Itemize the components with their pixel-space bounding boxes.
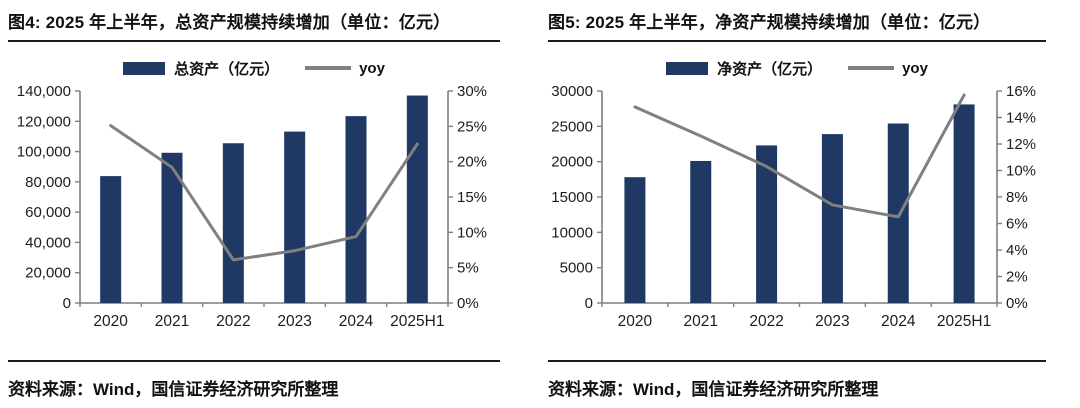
- axis-tick-label: 30%: [457, 83, 487, 100]
- axis-tick-label: 2025H1: [937, 313, 991, 330]
- line-legend-swatch: [305, 66, 352, 70]
- axis-tick-label: 2%: [1006, 269, 1028, 286]
- bar-2022: [222, 143, 244, 303]
- figure4-legend: 总资产（亿元） yoy: [8, 57, 500, 79]
- bar-2025H1: [953, 104, 975, 303]
- axis-tick-label: 0: [63, 295, 71, 312]
- axis-tick-label: 15%: [457, 189, 487, 206]
- axis-tick-label: 10%: [457, 224, 487, 241]
- figure5-panel: 图5: 2025 年上半年，净资产规模持续增加（单位：亿元） 净资产（亿元） y…: [548, 6, 1046, 400]
- axis-tick-label: 2024: [339, 313, 374, 330]
- bar-2021: [690, 160, 712, 303]
- legend-line-label: yoy: [902, 59, 928, 77]
- line-legend-swatch: [848, 66, 895, 70]
- axis-tick-label: 20%: [457, 154, 487, 171]
- figure5-title: 图5: 2025 年上半年，净资产规模持续增加（单位：亿元）: [548, 6, 1046, 42]
- axis-tick-label: 20000: [551, 154, 593, 171]
- bar-2022: [756, 145, 778, 303]
- axis-tick-label: 25000: [551, 118, 593, 135]
- bar-2023: [821, 134, 843, 303]
- axis-tick-label: 5%: [457, 260, 479, 277]
- axis-tick-label: 40,000: [25, 234, 71, 251]
- axis-tick-label: 10%: [1006, 163, 1036, 180]
- axis-tick-label: 2023: [277, 313, 311, 330]
- axis-tick-label: 2023: [815, 313, 849, 330]
- bar-2024: [887, 123, 909, 303]
- figure5-legend: 净资产（亿元） yoy: [548, 57, 1046, 79]
- legend-bar-label: 总资产（亿元）: [174, 60, 280, 78]
- bar-2025H1: [406, 95, 428, 304]
- figure4-title: 图4: 2025 年上半年，总资产规模持续增加（单位：亿元）: [8, 6, 500, 42]
- axis-tick-label: 20,000: [25, 265, 71, 282]
- figure5-source: 资料来源：Wind，国信证券经济研究所整理: [548, 360, 1046, 400]
- axis-tick-label: 8%: [1006, 189, 1028, 206]
- axis-tick-label: 15000: [551, 189, 593, 206]
- figure4-chart: 0 20,000 40,000 60,000 80,000 100,000 120,000 1…: [17, 83, 487, 330]
- axis-tick-label: 6%: [1006, 216, 1028, 233]
- axis-tick-label: 2025H1: [390, 313, 444, 330]
- bar-legend-swatch: [666, 61, 709, 75]
- axis-tick-label: 120,000: [17, 113, 71, 130]
- axis-tick-label: 0: [585, 295, 593, 312]
- axis-tick-label: 140,000: [17, 83, 71, 100]
- figure5-chart: 0 5000 10000 15000 20000 25000 30000 0% 2% 4% 6% 8%…: [551, 83, 1036, 330]
- axis-tick-label: 2021: [684, 313, 718, 330]
- bar-2021: [161, 152, 183, 303]
- yoy-line: [109, 124, 419, 262]
- axis-tick-label: 0%: [1006, 295, 1028, 312]
- axis-tick-label: 80,000: [25, 174, 71, 191]
- bar-2024: [345, 116, 367, 303]
- yoy-line: [633, 93, 966, 219]
- axis-tick-label: 0%: [457, 295, 479, 312]
- axis-tick-label: 60,000: [25, 204, 71, 221]
- figure4-source: 资料来源：Wind，国信证券经济研究所整理: [8, 360, 500, 400]
- axis-tick-label: 2021: [155, 313, 189, 330]
- bar-2023: [284, 131, 306, 303]
- legend-bar-label: 净资产（亿元）: [717, 60, 823, 78]
- bar-2020: [100, 176, 122, 303]
- bar-2020: [624, 177, 646, 303]
- axis-tick-label: 2024: [881, 313, 916, 330]
- axis-tick-label: 25%: [457, 118, 487, 135]
- axis-tick-label: 14%: [1006, 110, 1036, 127]
- axis-tick-label: 100,000: [17, 144, 71, 161]
- axis-tick-label: 10000: [551, 224, 593, 241]
- bar-legend-swatch: [123, 61, 166, 75]
- axis-tick-label: 4%: [1006, 242, 1028, 259]
- axis-tick-label: 5000: [560, 260, 593, 277]
- axis-tick-label: 16%: [1006, 83, 1036, 100]
- axis-tick-label: 2020: [618, 313, 653, 330]
- axis-tick-label: 2022: [749, 313, 783, 330]
- figure4-panel: 图4: 2025 年上半年，总资产规模持续增加（单位：亿元） 总资产（亿元） y…: [8, 6, 500, 400]
- axis-tick-label: 2022: [216, 313, 250, 330]
- axis-tick-label: 12%: [1006, 136, 1036, 153]
- axis-tick-label: 2020: [93, 313, 128, 330]
- axis-tick-label: 30000: [551, 83, 593, 100]
- legend-line-label: yoy: [359, 59, 385, 77]
